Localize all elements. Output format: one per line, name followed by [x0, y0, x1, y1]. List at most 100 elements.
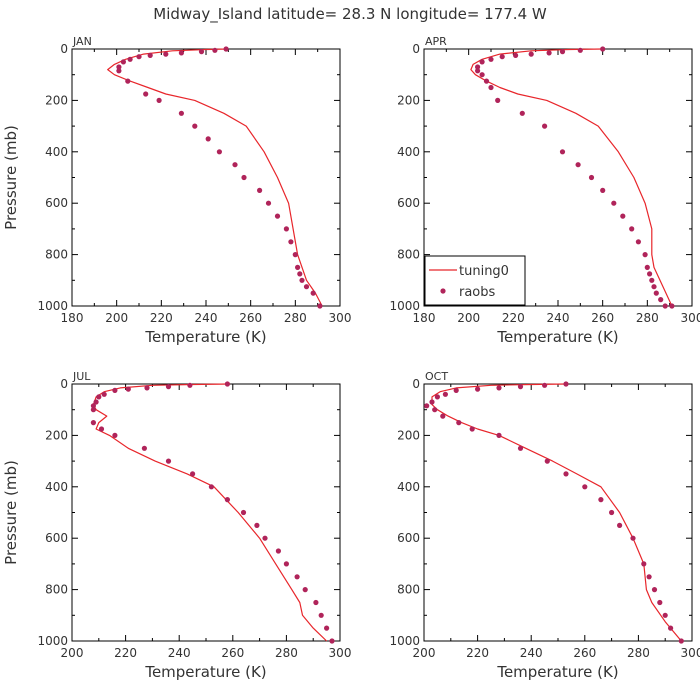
- data-point-raobs: [101, 391, 107, 397]
- data-point-raobs: [600, 46, 606, 52]
- panel-label: JUL: [72, 370, 91, 383]
- data-point-raobs: [240, 509, 247, 516]
- data-point-raobs: [96, 394, 102, 400]
- data-point-raobs: [163, 51, 169, 57]
- data-point-raobs: [156, 97, 162, 103]
- data-point-raobs: [283, 226, 289, 232]
- data-point-raobs: [617, 522, 623, 529]
- y-tick-label: 1000: [389, 299, 420, 313]
- data-point-raobs: [432, 407, 438, 413]
- data-point-raobs: [651, 587, 658, 593]
- panel-oct: 200 220 240 260 280 300 0 200 400 600 800 1000 OCT Te…: [389, 370, 700, 681]
- x-tick-label: 180: [61, 311, 84, 325]
- y-tick-label: 600: [45, 531, 68, 545]
- data-point-raobs: [187, 382, 193, 388]
- data-point-raobs: [669, 303, 675, 309]
- data-point-raobs: [297, 271, 303, 277]
- data-point-raobs: [313, 599, 319, 606]
- x-tick-label: 200: [105, 311, 128, 325]
- data-point-raobs: [475, 68, 481, 74]
- x-tick-label: 200: [413, 646, 436, 660]
- data-point-raobs: [559, 49, 566, 55]
- data-point-raobs: [483, 78, 490, 84]
- y-tick-label: 200: [45, 428, 68, 442]
- data-point-raobs: [147, 52, 153, 59]
- data-point-raobs: [120, 59, 126, 65]
- data-point-raobs: [224, 381, 230, 387]
- data-point-raobs: [302, 587, 308, 593]
- data-point-raobs: [125, 386, 131, 392]
- data-point-raobs: [143, 91, 149, 97]
- data-point-raobs: [588, 174, 595, 181]
- x-tick-label: 300: [329, 646, 352, 660]
- data-point-raobs: [90, 420, 96, 426]
- data-point-raobs: [575, 162, 581, 168]
- data-point-raobs: [241, 174, 247, 181]
- data-point-raobs: [517, 445, 524, 451]
- panel-apr: 180 200 220 240 260 280 300 0 200 400 600 800 1000 AP…: [389, 35, 700, 346]
- x-tick-label: 300: [329, 311, 352, 325]
- data-point-raobs: [310, 290, 316, 296]
- data-point-raobs: [544, 458, 550, 464]
- data-point-raobs: [116, 68, 122, 74]
- x-tick-label: 220: [114, 646, 137, 660]
- y-axis-label: Pressure (mb): [2, 125, 20, 230]
- data-point-raobs: [678, 638, 684, 644]
- data-point-raobs: [496, 432, 502, 438]
- data-point-raobs: [190, 471, 196, 477]
- data-point-raobs: [657, 599, 663, 606]
- data-point-raobs: [649, 277, 655, 283]
- data-point-raobs: [125, 78, 131, 84]
- x-tick-label: 300: [681, 646, 700, 660]
- data-point-raobs: [178, 110, 184, 116]
- data-point-raobs: [644, 264, 650, 270]
- data-point-raobs: [528, 51, 534, 57]
- data-point-raobs: [329, 638, 335, 644]
- data-point-raobs: [517, 384, 524, 390]
- data-point-raobs: [90, 403, 96, 409]
- legend-label-tuning0: tuning0: [459, 264, 509, 279]
- y-tick-label: 800: [45, 248, 68, 262]
- data-point-raobs: [479, 72, 485, 78]
- data-point-raobs: [456, 420, 462, 426]
- data-point-raobs: [257, 187, 263, 193]
- data-point-raobs: [165, 384, 172, 390]
- y-axis-label: Pressure (mb): [2, 460, 20, 565]
- data-point-raobs: [205, 136, 211, 142]
- x-axis-label: Temperature (K): [496, 663, 618, 681]
- y-tick-label: 1000: [389, 634, 420, 648]
- data-point-raobs: [317, 303, 323, 309]
- data-point-raobs: [642, 252, 648, 258]
- y-tick-label: 600: [397, 531, 420, 545]
- data-point-raobs: [513, 52, 519, 59]
- data-point-raobs: [275, 548, 281, 554]
- data-point-raobs: [212, 47, 218, 53]
- x-tick-label: 200: [457, 311, 480, 325]
- data-point-raobs: [318, 612, 324, 618]
- data-point-raobs: [178, 50, 184, 56]
- data-point-raobs: [216, 149, 222, 155]
- data-point-raobs: [144, 385, 150, 391]
- legend-box: [424, 255, 526, 306]
- data-point-raobs: [647, 271, 653, 277]
- x-axis-label: Temperature (K): [496, 328, 618, 346]
- x-tick-label: 240: [547, 311, 570, 325]
- x-tick-label: 260: [573, 646, 596, 660]
- panel-label: JAN: [72, 35, 92, 48]
- data-point-raobs: [668, 625, 674, 631]
- x-tick-label: 280: [636, 311, 659, 325]
- data-point-raobs: [198, 49, 205, 55]
- panel-jan: 180 200 220 240 260 280 300 0 200 400 600 800 1000 JA…: [2, 35, 351, 346]
- data-point-raobs: [442, 391, 448, 397]
- y-tick-label: 600: [397, 196, 420, 210]
- x-axis-label: Temperature (K): [144, 328, 266, 346]
- data-point-raobs: [598, 497, 604, 503]
- data-point-raobs: [265, 200, 272, 206]
- series-line-tuning0: [470, 48, 673, 307]
- data-point-raobs: [208, 484, 214, 490]
- data-point-raobs: [299, 277, 305, 283]
- data-point-raobs: [127, 56, 133, 62]
- data-point-raobs: [165, 458, 172, 464]
- data-point-raobs: [475, 64, 481, 70]
